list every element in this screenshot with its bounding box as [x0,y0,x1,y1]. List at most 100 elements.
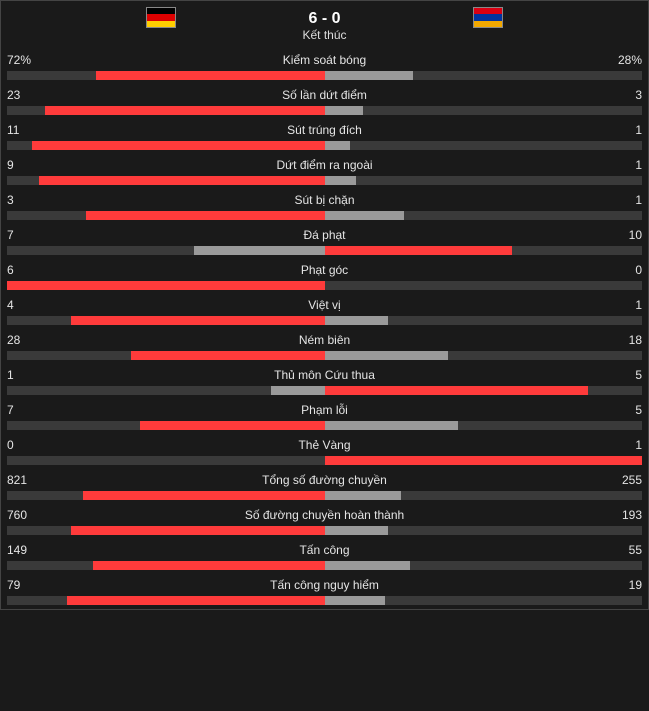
stat-home-value: 7 [7,402,77,418]
stat-away-value: 18 [572,332,642,348]
stat-bar-home-fill [71,316,325,325]
stat-bar-home-half [7,351,325,360]
stat-bar-home-fill [45,106,324,115]
stat-bar [7,351,642,360]
stat-name: Việt vị [77,297,572,313]
stat-bar [7,386,642,395]
stat-bar [7,456,642,465]
stat-away-value: 1 [572,157,642,173]
stat-bar-home-fill [271,386,325,395]
stat-home-value: 6 [7,262,77,278]
stat-bar-away-half [325,526,643,535]
stat-bar-home-fill [39,176,325,185]
stat-bar-home-fill [67,596,324,605]
stat-bar-away-fill [325,316,389,325]
stat-name: Phạt góc [77,262,572,278]
stat-home-value: 3 [7,192,77,208]
stat-bar-home-half [7,316,325,325]
stat-bar-away-half [325,246,643,255]
stat-bar-away-fill [325,421,458,430]
stat-row: 7Phạm lỗi5 [1,399,648,434]
stat-labels: 4Việt vị1 [7,297,642,313]
stat-bar-away-fill [325,246,512,255]
stat-row: 23Số lần dứt điểm3 [1,84,648,119]
stat-bar-away-fill [325,456,643,465]
stat-labels: 149Tấn công55 [7,542,642,558]
stat-bar-away-half [325,561,643,570]
stat-away-value: 1 [572,437,642,453]
stat-row: 9Dứt điểm ra ngoài1 [1,154,648,189]
stat-bar-away-half [325,491,643,500]
score-text: 6 - 0 [302,9,346,28]
stat-bar [7,71,642,80]
stat-name: Tổng số đường chuyền [77,472,572,488]
stat-bar [7,246,642,255]
stat-bar [7,316,642,325]
stat-bar-home-half [7,386,325,395]
stat-bar-away-half [325,596,643,605]
stat-bar-home-half [7,491,325,500]
stat-row: 149Tấn công55 [1,539,648,574]
stat-bar-home-half [7,596,325,605]
home-flag-icon [146,7,176,28]
stat-bar-away-half [325,421,643,430]
stat-home-value: 7 [7,227,77,243]
stat-away-value: 19 [572,577,642,593]
score-block: 6 - 0 Kết thúc [302,9,346,43]
stat-labels: 9Dứt điểm ra ngoài1 [7,157,642,173]
stat-away-value: 28% [572,52,642,68]
stat-bar-home-half [7,176,325,185]
stat-labels: 11Sút trúng đích1 [7,122,642,138]
stat-bar-away-fill [325,176,357,185]
stat-home-value: 11 [7,122,77,138]
stat-row: 79Tấn công nguy hiểm19 [1,574,648,609]
stat-away-value: 255 [572,472,642,488]
stat-bar-away-fill [325,351,449,360]
stat-bar [7,526,642,535]
stat-name: Kiểm soát bóng [77,52,572,68]
stat-row: 3Sút bị chặn1 [1,189,648,224]
stat-away-value: 5 [572,402,642,418]
stat-bar-home-half [7,421,325,430]
stat-home-value: 72% [7,52,77,68]
stat-away-value: 5 [572,367,642,383]
stat-bar-away-half [325,281,643,290]
stat-away-value: 10 [572,227,642,243]
stat-bar-away-fill [325,211,404,220]
stat-name: Ném biên [77,332,572,348]
stat-home-value: 0 [7,437,77,453]
stat-bar-home-half [7,141,325,150]
stat-home-value: 4 [7,297,77,313]
stat-away-value: 1 [572,297,642,313]
stat-bar-away-half [325,71,643,80]
stat-name: Số đường chuyền hoàn thành [77,507,572,523]
stat-bar-away-half [325,351,643,360]
match-status: Kết thúc [302,28,346,42]
stat-row: 760Số đường chuyền hoàn thành193 [1,504,648,539]
stat-home-value: 23 [7,87,77,103]
stat-bar [7,106,642,115]
stat-bar-home-half [7,281,325,290]
stat-bar-home-fill [7,281,325,290]
stat-away-value: 0 [572,262,642,278]
stat-home-value: 9 [7,157,77,173]
stat-bar-home-half [7,561,325,570]
stat-row: 0Thẻ Vàng1 [1,434,648,469]
stat-away-value: 3 [572,87,642,103]
stat-bar-home-half [7,71,325,80]
stat-name: Tấn công nguy hiểm [77,577,572,593]
stat-home-value: 760 [7,507,77,523]
stat-bar-home-fill [93,561,325,570]
stat-name: Dứt điểm ra ngoài [77,157,572,173]
stat-bar-away-half [325,106,643,115]
stat-bar-away-fill [325,141,350,150]
match-stats-panel: 6 - 0 Kết thúc 72%Kiểm soát bóng28%23Số … [0,0,649,610]
stat-name: Phạm lỗi [77,402,572,418]
stat-bar-away-half [325,386,643,395]
stat-bar [7,421,642,430]
stat-labels: 6Phạt góc0 [7,262,642,278]
stat-bar-away-half [325,316,643,325]
stat-bar-away-fill [325,106,363,115]
flag-stripe [474,21,502,27]
stat-bar-away-fill [325,491,401,500]
